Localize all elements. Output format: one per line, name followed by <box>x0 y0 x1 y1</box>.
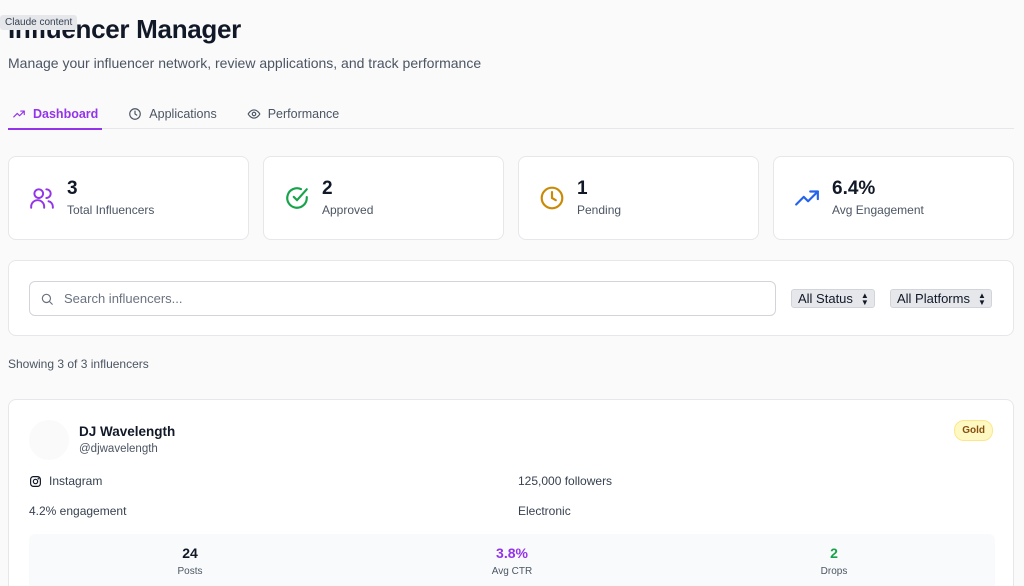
influencer-card[interactable]: DJ Wavelength @djwavelength Gold Instagr… <box>8 399 1014 586</box>
metric-ctr: 3.8% Avg CTR <box>351 534 673 586</box>
platform-select-value: All Platforms <box>897 291 970 306</box>
tab-label: Performance <box>267 106 340 121</box>
metric-value: 3.8% <box>496 545 528 561</box>
stat-value: 3 <box>67 177 78 199</box>
avatar <box>29 420 69 460</box>
select-arrows-icon: ▲ ▼ <box>860 290 869 307</box>
status-select-value: All Status <box>798 291 853 306</box>
followers-count: 125,000 followers <box>518 474 613 488</box>
influencer-handle: @djwavelength <box>79 443 158 455</box>
search-box[interactable] <box>29 281 776 316</box>
metric-label: Posts <box>177 566 203 577</box>
stat-label: Pending <box>577 203 622 218</box>
stat-card-engagement: 6.4% Avg Engagement <box>773 156 1014 240</box>
platform-select[interactable]: All Platforms ▲ ▼ <box>890 289 992 308</box>
tab-label: Dashboard <box>33 106 99 121</box>
select-arrows-icon: ▲ ▼ <box>977 290 986 307</box>
tab-dashboard[interactable]: Dashboard <box>8 98 103 130</box>
search-input[interactable] <box>64 291 744 306</box>
metric-value: 24 <box>182 545 198 561</box>
stats-row: 3 Total Influencers 2 Approved 1 Pending… <box>8 156 1014 240</box>
metrics-panel: 24 Posts 3.8% Avg CTR 2 Drops <box>29 534 995 586</box>
results-count: Showing 3 of 3 influencers <box>8 357 149 371</box>
stat-value: 1 <box>577 177 588 199</box>
stat-card-pending: 1 Pending <box>518 156 759 240</box>
platform-name: Instagram <box>49 474 103 488</box>
genre: Electronic <box>518 504 571 518</box>
tier-badge: Gold <box>954 420 993 441</box>
clock-icon <box>540 186 564 210</box>
tab-performance[interactable]: Performance <box>243 98 344 129</box>
users-icon <box>30 188 54 209</box>
stat-label: Total Influencers <box>67 203 155 218</box>
tab-applications[interactable]: Applications <box>124 98 220 129</box>
metric-label: Avg CTR <box>491 566 533 577</box>
stat-card-total: 3 Total Influencers <box>8 156 249 240</box>
stat-card-approved: 2 Approved <box>263 156 504 240</box>
stat-label: Approved <box>322 203 374 218</box>
engagement-rate: 4.2% engagement <box>29 504 127 518</box>
search-icon <box>41 293 53 305</box>
page-subtitle: Manage your influencer network, review a… <box>8 55 482 71</box>
eye-icon <box>247 108 261 119</box>
instagram-icon <box>30 475 41 487</box>
status-select[interactable]: All Status ▲ ▼ <box>791 289 875 308</box>
influencer-name: DJ Wavelength <box>79 424 176 439</box>
platform-info: Instagram <box>29 474 102 488</box>
tooltip: Claude content <box>0 15 78 30</box>
clock-icon <box>129 107 142 120</box>
tab-bar: Dashboard Applications Performance <box>8 98 1014 130</box>
metric-value: 2 <box>830 545 838 561</box>
filter-panel: All Status ▲▼ All Platforms ▲▼ <box>8 260 1014 336</box>
check-circle-icon <box>286 187 308 209</box>
stat-value: 6.4% <box>832 177 876 199</box>
metric-label: Drops <box>820 566 848 577</box>
tab-label: Applications <box>149 106 217 121</box>
trending-up-icon <box>795 190 819 206</box>
metric-posts: 24 Posts <box>29 534 351 586</box>
trending-up-icon <box>13 110 25 117</box>
stat-value: 2 <box>322 177 333 199</box>
metric-drops: 2 Drops <box>673 534 995 586</box>
stat-label: Avg Engagement <box>832 203 924 218</box>
